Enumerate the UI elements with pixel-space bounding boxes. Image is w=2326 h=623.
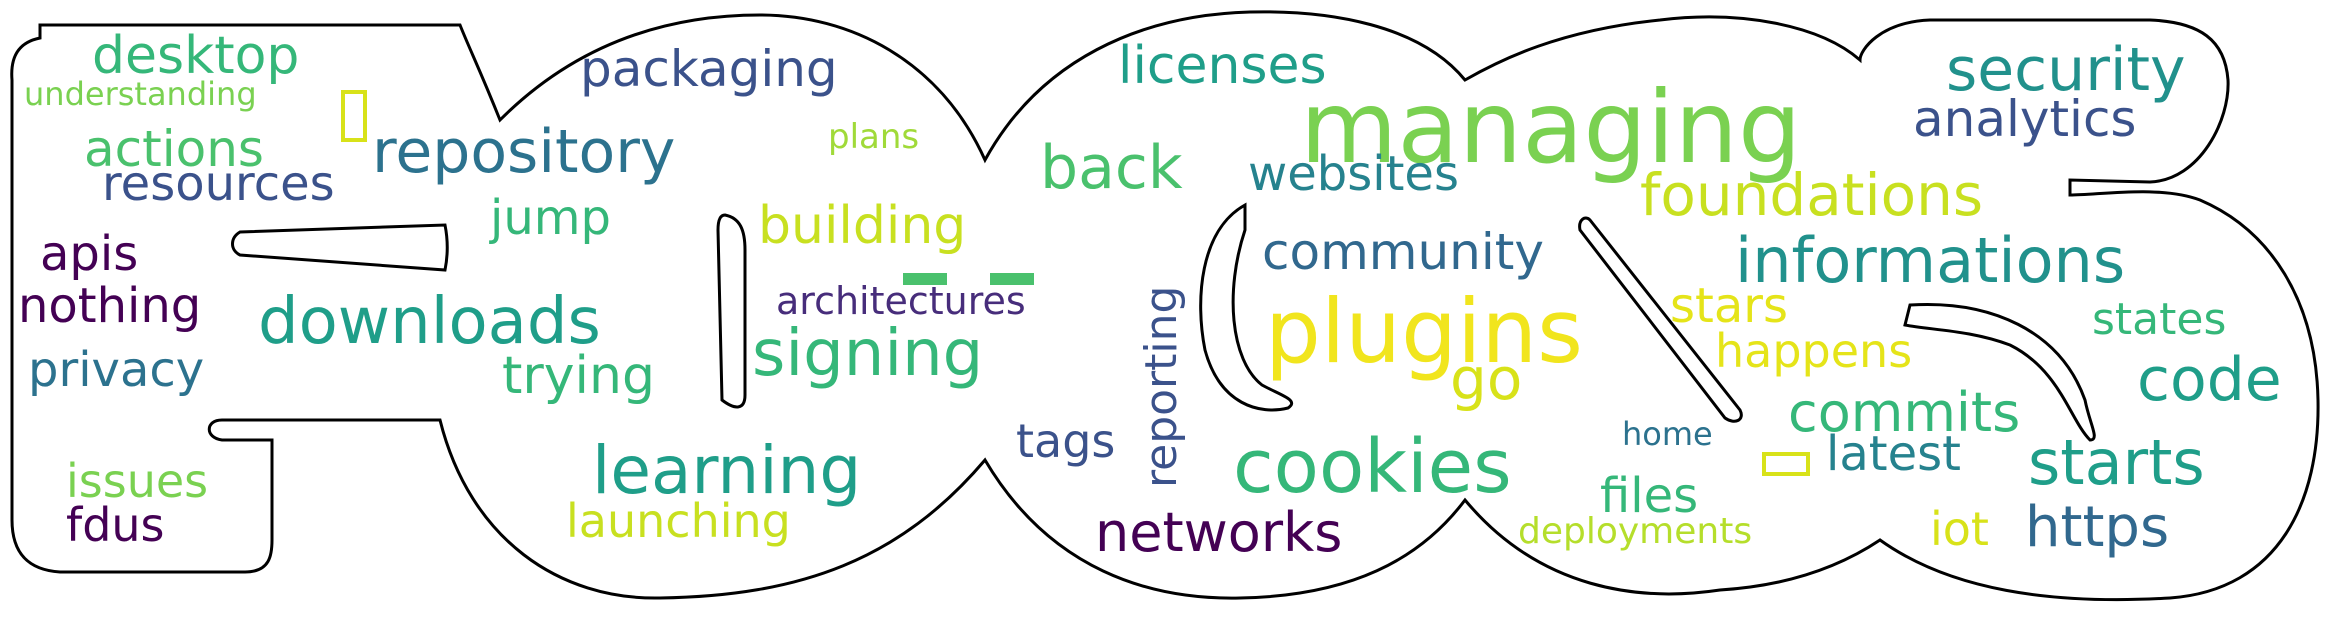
cloud-shape (10, 10, 2320, 602)
word-licenses: licenses (1118, 36, 1327, 96)
word-files: files (1600, 468, 1699, 524)
cloud-inner-notch-2 (716, 213, 747, 409)
word-happens: happens (1715, 324, 1913, 378)
word-repository: repository (372, 117, 676, 187)
word-privacy: privacy (28, 342, 205, 398)
cloud-inner-notch-5 (1903, 302, 2096, 442)
word-states: states (2092, 294, 2227, 345)
word-nothing: nothing (18, 278, 202, 334)
word-architectures: architectures (776, 279, 1026, 323)
word-fdus: fdus (66, 498, 165, 552)
word-websites: websites (1248, 146, 1459, 202)
word-resources: resources (102, 156, 335, 212)
word-packaging: packaging (580, 40, 838, 98)
tofu-box-green-2 (990, 273, 1034, 285)
word-back: back (1040, 133, 1183, 203)
word-jump: jump (490, 190, 611, 246)
word-latest: latest (1826, 426, 1961, 482)
cloud-inner-notch-4 (1578, 216, 1743, 423)
word-building: building (758, 196, 967, 256)
word-iot: iot (1930, 502, 1989, 556)
word-informations: informations (1735, 224, 2126, 297)
word-stars: stars (1670, 278, 1788, 334)
word-actions: actions (84, 120, 264, 178)
word-go: go (1450, 345, 1523, 413)
word-networks: networks (1095, 501, 1343, 564)
word-desktop: desktop (92, 26, 300, 86)
word-downloads: downloads (258, 285, 601, 359)
word-apis: apis (40, 226, 139, 282)
word-launching: launching (566, 494, 791, 548)
word-trying: trying (502, 346, 655, 406)
word-tags: tags (1016, 414, 1116, 468)
cloud-inner-notch-3 (1199, 202, 1294, 412)
word-signing: signing (752, 317, 984, 391)
word-https: https (2025, 495, 2170, 560)
word-understanding: understanding (24, 75, 257, 113)
word-code: code (2137, 345, 2282, 415)
word-home: home (1622, 415, 1713, 453)
word-starts: starts (2028, 426, 2205, 499)
word-security: security (1946, 35, 2186, 105)
word-cookies: cookies (1233, 424, 1512, 510)
word-foundations: foundations (1640, 161, 1984, 229)
word-learning: learning (592, 432, 862, 509)
word-reporting: reporting (1136, 285, 1187, 488)
tofu-box-green (903, 273, 947, 285)
tofu-box-yellow-2 (1762, 452, 1810, 476)
word-deployments: deployments (1518, 511, 1753, 552)
cloud-inner-notch-1 (231, 223, 449, 272)
word-plans: plans (828, 117, 920, 157)
word-issues: issues (66, 454, 209, 508)
word-commits: commits (1788, 381, 2021, 444)
word-managing: managing (1300, 69, 1802, 186)
word-analytics: analytics (1913, 90, 2137, 148)
word-plugins: plugins (1265, 280, 1584, 383)
tofu-box-yellow (341, 90, 367, 142)
word-community: community (1262, 223, 1544, 281)
